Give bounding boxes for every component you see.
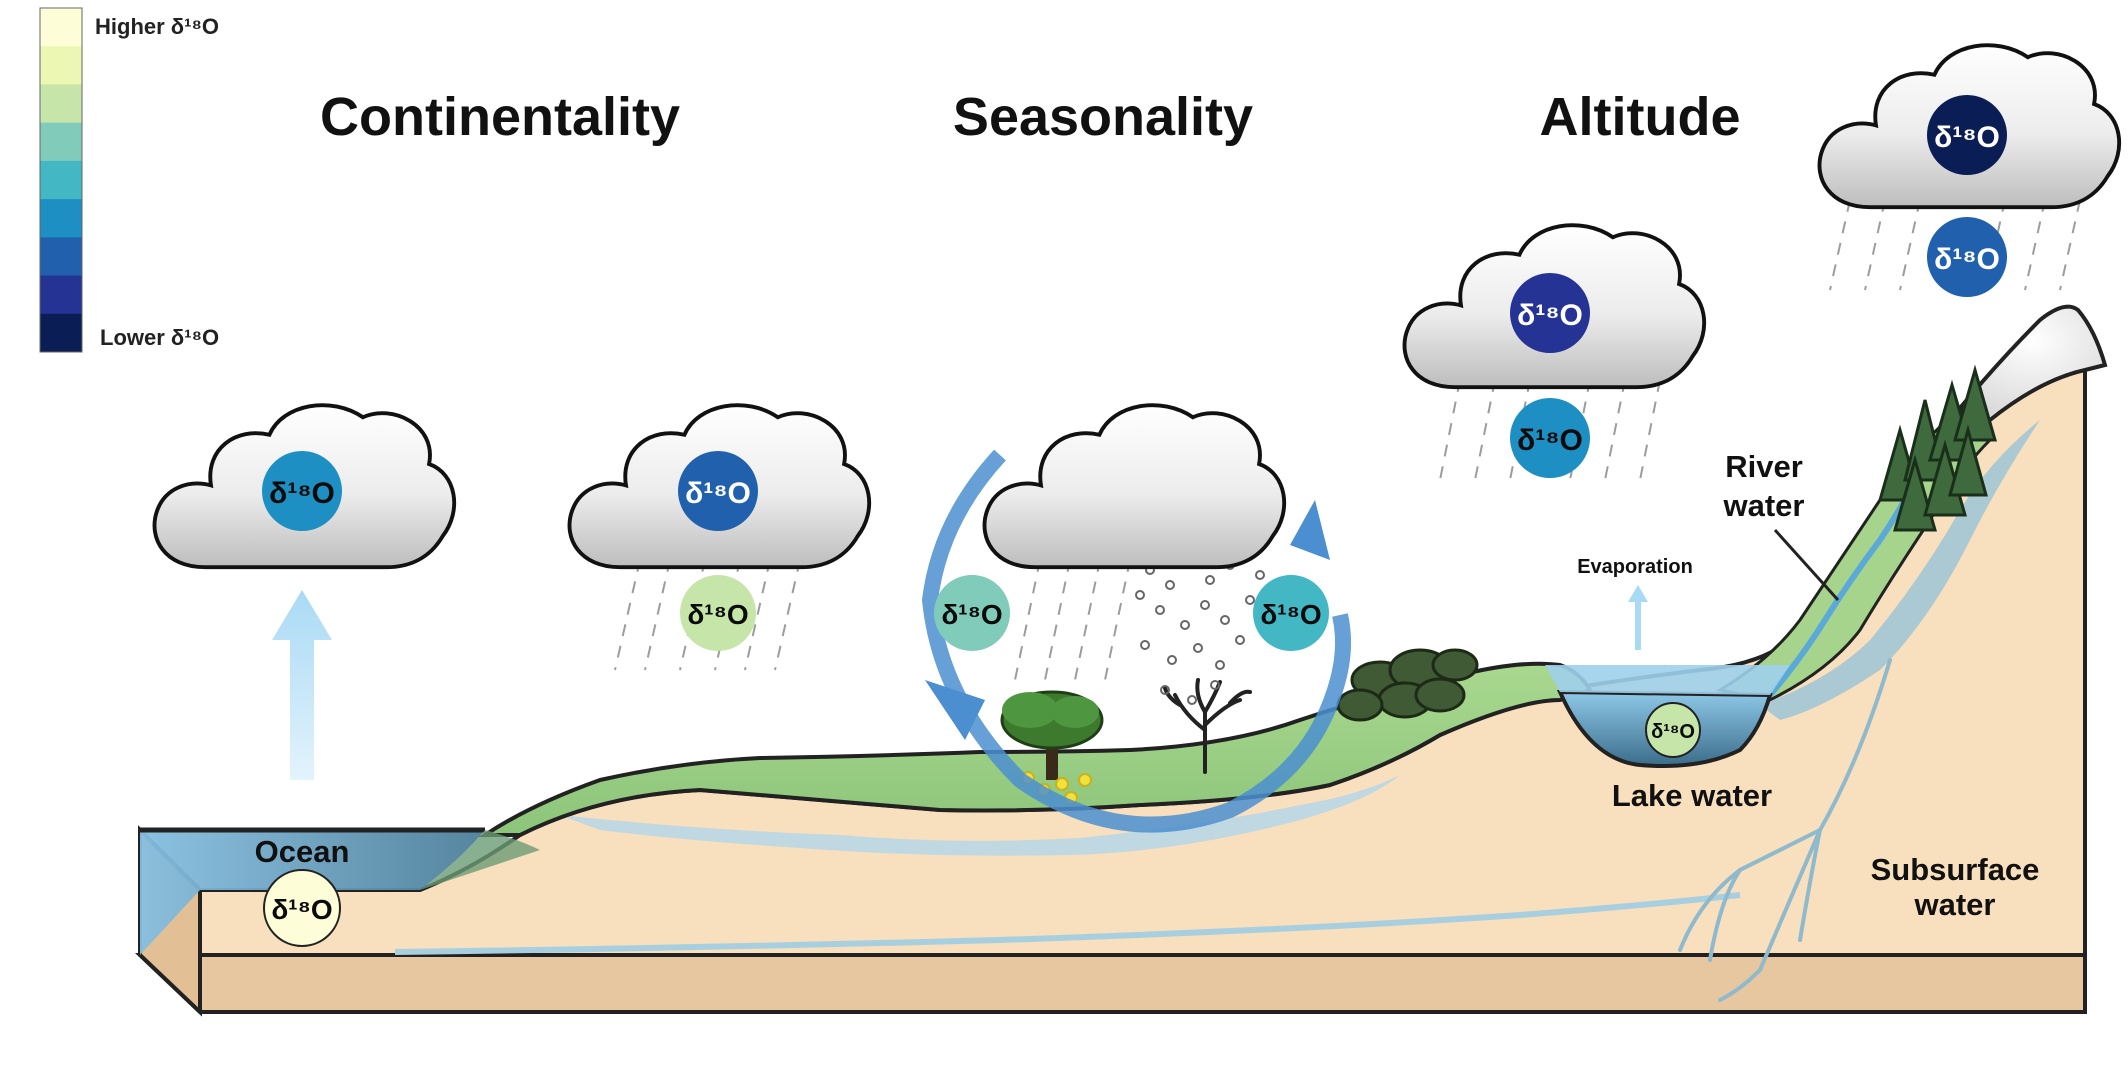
label-subsurface-line1: Subsurface (1871, 852, 2040, 887)
high-altitude-cloud-marker: δ¹⁸O (1927, 95, 2007, 175)
lake-marker: δ¹⁸O (1645, 702, 1701, 758)
seasonal-cycle-arrow (921, 449, 1351, 833)
coastal-cloud-marker: δ¹⁸O (262, 451, 342, 531)
ocean-marker: δ¹⁸O (263, 869, 341, 947)
ocean-evaporation-arrow (272, 590, 332, 780)
subsurface-cracks (1678, 658, 1892, 1002)
inland-rain-marker-circle (680, 575, 756, 651)
legend-swatch (40, 122, 82, 162)
river-leader-line (1773, 528, 1840, 602)
deep-groundwater (394, 892, 1741, 955)
ocean-marker-circle (263, 869, 341, 947)
summer-precip-marker-text: δ¹⁸O (941, 599, 1002, 630)
winter-precip-marker: δ¹⁸O (1253, 575, 1329, 651)
mid-altitude-cloud-marker-circle (1510, 273, 1590, 353)
hillside-shrubs-icon (1336, 648, 1479, 722)
mid-altitude-cloud-marker-text: δ¹⁸O (1517, 299, 1583, 332)
legend-swatch (40, 313, 82, 353)
isotope-markers: δ¹⁸O δ¹⁸O δ¹⁸O δ¹⁸O δ¹⁸O δ¹⁸O δ¹⁸O δ¹⁸O (262, 95, 2007, 947)
mid-altitude-rain-marker-circle (1510, 398, 1590, 478)
mid-altitude-rain-marker: δ¹⁸O (1510, 398, 1590, 478)
label-ocean: Ocean (255, 834, 350, 869)
legend-swatch (40, 84, 82, 124)
cycle-arrowhead-left (925, 680, 985, 740)
lake-marker-text: δ¹⁸O (1651, 721, 1695, 743)
mid-altitude-cloud-marker: δ¹⁸O (1510, 273, 1590, 353)
legend-swatch (40, 275, 82, 315)
lake-surface (1545, 665, 1790, 695)
groundwater-band (560, 775, 1400, 856)
ocean-basin (140, 830, 485, 955)
legend-swatch (40, 237, 82, 277)
vegetation-strip (478, 661, 1593, 837)
lake-marker-circle (1645, 702, 1701, 758)
inland-rain-marker-text: δ¹⁸O (687, 599, 748, 630)
river-channel (1767, 488, 1913, 697)
high-altitude-cloud-marker-circle (1927, 95, 2007, 175)
block-front-face (134, 953, 2087, 1014)
label-subsurface-line2: water (1914, 887, 1996, 922)
inland-cloud-marker: δ¹⁸O (678, 451, 758, 531)
inland-rain-marker: δ¹⁸O (680, 575, 756, 651)
legend-higher-label: Higher δ¹⁸O (95, 14, 219, 39)
cycle-arrowhead-right (1290, 500, 1330, 560)
legend-swatch (40, 46, 82, 85)
heading-altitude: Altitude (1540, 87, 1741, 147)
legend-frame (39, 7, 83, 353)
coastal-cloud-marker-text: δ¹⁸O (269, 477, 335, 510)
legend-swatch (40, 8, 82, 47)
ocean-shelf (420, 830, 540, 890)
label-lake-water: Lake water (1612, 778, 1772, 813)
inland-cloud-marker-text: δ¹⁸O (685, 477, 751, 510)
legend-swatch (40, 199, 82, 238)
legend-swatch (40, 160, 82, 200)
lake-evaporation-arrow (1628, 585, 1648, 650)
heading-seasonality: Seasonality (953, 87, 1253, 147)
ocean-marker-text: δ¹⁸O (271, 894, 332, 925)
summer-precip-marker-circle (934, 575, 1010, 651)
seasonal-cloud (982, 403, 1287, 570)
winter-precip-marker-text: δ¹⁸O (1260, 599, 1321, 630)
label-river-water-line2: water (1723, 488, 1805, 523)
coastal-cloud-marker-circle (262, 451, 342, 531)
winter-tree-icon (1163, 678, 1252, 774)
inland-cloud-marker-circle (678, 451, 758, 531)
mid-altitude-rain-marker-text: δ¹⁸O (1517, 424, 1583, 457)
high-altitude-rain-marker: δ¹⁸O (1927, 217, 2007, 297)
legend-lower-label: Lower δ¹⁸O (100, 325, 219, 350)
high-altitude-rain-marker-circle (1927, 217, 2007, 297)
mountain-peak (1956, 304, 2108, 423)
label-river-water-line1: River (1725, 449, 1803, 484)
heading-continentality: Continentality (320, 87, 680, 147)
legend: Higher δ¹⁸O Lower δ¹⁸O (39, 7, 219, 353)
legend-color-scale (40, 8, 82, 353)
summer-tree-icon (1000, 690, 1104, 780)
summer-precip-marker: δ¹⁸O (934, 575, 1010, 651)
trees-forest (1000, 364, 1997, 805)
high-altitude-cloud-marker-text: δ¹⁸O (1934, 121, 2000, 154)
high-altitude-rain-marker-text: δ¹⁸O (1934, 243, 2000, 276)
winter-precip-marker-circle (1253, 575, 1329, 651)
conifer-forest-icon (1878, 364, 1997, 532)
label-evaporation: Evaporation (1577, 556, 1693, 578)
